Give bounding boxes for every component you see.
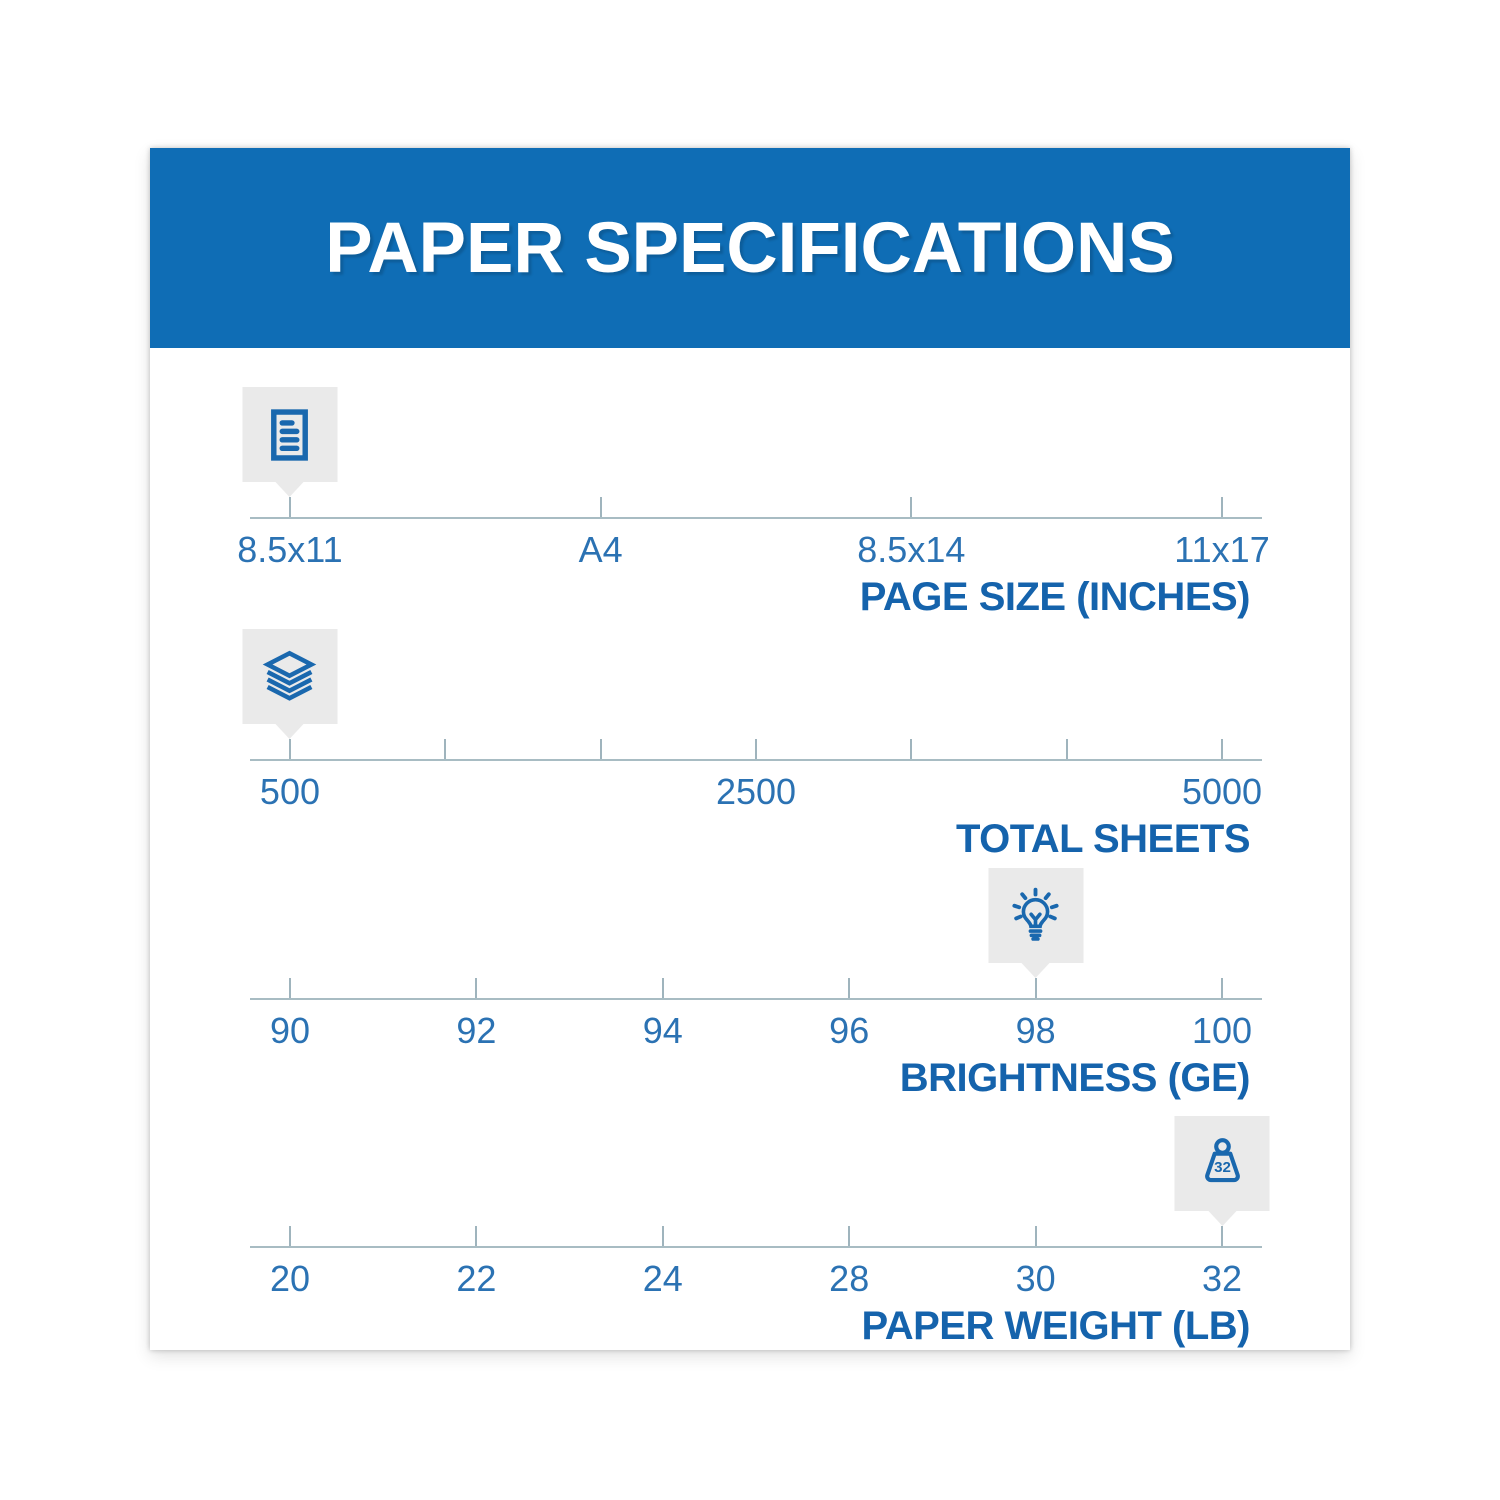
- tick-label: A4: [578, 529, 623, 570]
- tick-label: 24: [642, 1258, 683, 1299]
- tick-mark: [1221, 1226, 1224, 1246]
- page-size-axis-label: PAGE SIZE (INCHES): [859, 575, 1251, 619]
- tick-mark: [288, 1226, 291, 1246]
- tick-mark: [444, 739, 447, 759]
- tick-mark: [910, 497, 913, 517]
- tick-label: 2500: [715, 771, 797, 812]
- tick-label: 96: [829, 1010, 870, 1051]
- tick-label: 5000: [1181, 771, 1263, 812]
- tick-mark: [599, 497, 602, 517]
- tick-mark: [1221, 739, 1224, 759]
- tick-mark: [1221, 497, 1224, 517]
- tick-mark: [848, 1226, 851, 1246]
- lightbulb-icon: [1007, 887, 1065, 945]
- tick-mark: [755, 739, 757, 759]
- tick-label: 100: [1191, 1010, 1253, 1051]
- page-size-scale: 8.5x11 A4 8.5x14 11x17 PAGE SIZE (INCHES): [237, 387, 1270, 619]
- brightness-axis-label: BRIGHTNESS (GE): [899, 1056, 1251, 1100]
- paper-weight-axis-line: [250, 1246, 1262, 1248]
- page-size-marker-badge: [242, 387, 338, 482]
- tick-mark: [661, 1226, 664, 1246]
- paper-stack-icon: [260, 647, 320, 707]
- total-sheets-marker-badge: [242, 629, 338, 724]
- page-size-axis-line: [250, 517, 1262, 519]
- tick-label: 11x17: [1174, 529, 1270, 570]
- tick-mark: [848, 978, 851, 998]
- tick-mark: [475, 1226, 478, 1246]
- tick-mark: [1221, 978, 1224, 998]
- weight-icon-value: 32: [1214, 1158, 1231, 1175]
- tick-mark: [661, 978, 664, 998]
- tick-label: 8.5x14: [857, 529, 966, 570]
- tick-mark: [1065, 739, 1068, 759]
- tick-label: 98: [1015, 1010, 1056, 1051]
- total-sheets-axis-label: TOTAL SHEETS: [955, 817, 1251, 861]
- tick-label: 8.5x11: [237, 529, 343, 570]
- tick-label: 92: [456, 1010, 497, 1051]
- weight-icon: 32: [1193, 1135, 1251, 1193]
- paper-weight-scale: 32 20 22 24 28 30 32 PAPER WEIGHT (LB): [250, 1116, 1270, 1348]
- tick-mark: [1034, 1226, 1037, 1246]
- tick-label: 500: [259, 771, 321, 812]
- tick-label: 94: [642, 1010, 683, 1051]
- tick-label: 22: [456, 1258, 497, 1299]
- tick-mark: [599, 739, 602, 759]
- total-sheets-scale: 500 2500 5000 TOTAL SHEETS: [242, 629, 1262, 861]
- page-title: PAPER SPECIFICATIONS: [325, 208, 1175, 288]
- document-icon: [261, 406, 319, 464]
- tick-label: 20: [269, 1258, 310, 1299]
- tick-mark: [288, 739, 291, 759]
- brightness-axis-line: [250, 998, 1262, 1000]
- tick-mark: [288, 497, 291, 517]
- tick-mark: [475, 978, 478, 998]
- tick-label: 28: [829, 1258, 870, 1299]
- tick-label: 30: [1015, 1258, 1056, 1299]
- tick-mark: [1034, 978, 1037, 998]
- paper-weight-axis-label: PAPER WEIGHT (LB): [861, 1304, 1250, 1348]
- brightness-scale: 90 92 94 96 98 100 BRIGHTNESS (GE): [250, 868, 1262, 1100]
- tick-mark: [910, 739, 913, 759]
- tick-mark: [288, 978, 291, 998]
- header-banner: PAPER SPECIFICATIONS: [150, 148, 1350, 348]
- tick-label: 32: [1201, 1258, 1243, 1299]
- brightness-marker-badge: [988, 868, 1084, 963]
- paper-weight-marker-badge: 32: [1174, 1116, 1270, 1211]
- total-sheets-axis-line: [250, 759, 1262, 761]
- paper-specifications-card: PAPER SPECIFICATIONS 8.5x11 A4 8.5x14 11x17…: [150, 148, 1350, 1350]
- tick-label: 90: [269, 1010, 310, 1051]
